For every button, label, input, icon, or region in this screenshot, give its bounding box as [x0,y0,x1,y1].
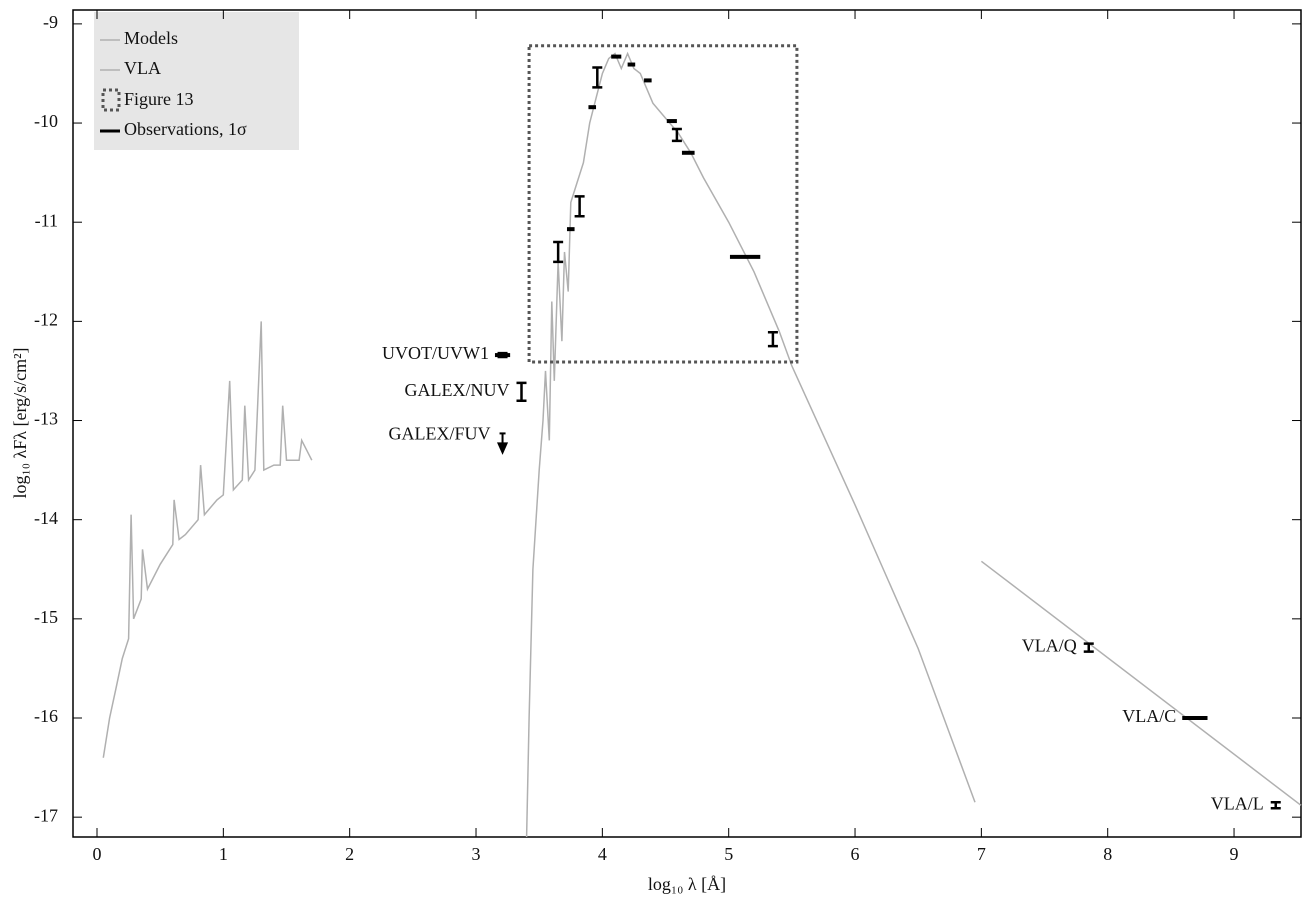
error-bar [767,331,778,348]
legend-label: VLA [124,58,161,78]
observation-label: VLA/L [1211,793,1264,813]
legend-label: Figure 13 [124,89,194,109]
x-axis-label: log₁₀ λ [Å] [648,874,726,894]
error-bar [516,381,527,402]
error-bar [1083,642,1094,653]
error-bar [553,240,564,264]
legend-label: Models [124,28,178,48]
x-tick-label: 1 [219,844,228,864]
y-tick-label: -9 [43,12,58,32]
observation-label: UVOT/UVW1 [382,343,489,363]
x-tick-label: 0 [93,844,102,864]
y-tick-label: -14 [34,508,58,528]
error-bar [1270,801,1281,810]
y-tick-label: -15 [34,607,58,627]
observation-label: VLA/Q [1022,636,1077,656]
y-tick-label: -12 [34,309,58,329]
observation-label: GALEX/NUV [404,380,509,400]
model-line [980,560,1302,806]
observation-label: VLA/C [1122,706,1176,726]
y-axis-label: log₁₀ λFλ [erg/s/cm²] [10,347,30,498]
legend-box [94,12,299,150]
x-tick-label: 4 [598,844,607,864]
error-bar [574,195,585,218]
x-tick-label: 7 [977,844,986,864]
y-tick-label: -17 [34,805,58,825]
y-tick-label: -13 [34,409,58,429]
legend-swatch [101,88,121,112]
x-tick-label: 6 [851,844,860,864]
observation-label: GALEX/FUV [389,424,491,444]
plot-frame [72,9,1302,838]
x-tick-label: 8 [1103,844,1112,864]
model-line [102,51,976,838]
y-tick-label: -16 [34,706,58,726]
y-tick-label: -11 [35,210,58,230]
y-tick-label: -10 [34,111,58,131]
x-tick-label: 9 [1230,844,1239,864]
error-bar [671,127,682,143]
legend-label: Observations, 1σ [124,119,247,139]
x-tick-label: 2 [345,844,354,864]
figure-box [527,44,799,364]
upper-limit-arrow [497,433,509,455]
error-bar [592,66,603,89]
x-tick-label: 3 [472,844,481,864]
x-tick-label: 5 [724,844,733,864]
